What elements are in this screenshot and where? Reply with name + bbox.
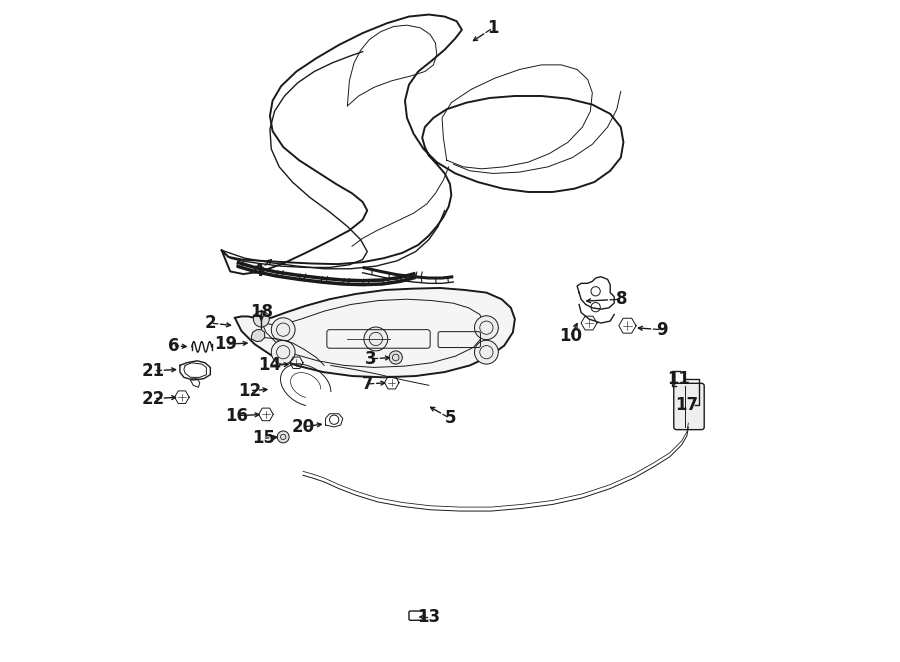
Text: 22: 22 <box>142 389 165 408</box>
Text: 20: 20 <box>292 418 315 436</box>
Circle shape <box>389 351 402 364</box>
Polygon shape <box>251 330 265 342</box>
Text: 19: 19 <box>215 335 238 354</box>
Text: 3: 3 <box>364 350 376 368</box>
Text: 1: 1 <box>487 19 499 37</box>
Text: 4: 4 <box>252 262 264 281</box>
Text: 7: 7 <box>362 375 374 393</box>
Circle shape <box>474 316 499 340</box>
Text: 6: 6 <box>167 336 179 355</box>
Text: 15: 15 <box>252 429 274 448</box>
Text: 16: 16 <box>225 406 248 425</box>
Circle shape <box>271 318 295 342</box>
Circle shape <box>277 431 289 443</box>
Circle shape <box>254 311 269 327</box>
Text: 8: 8 <box>616 290 628 308</box>
Text: 12: 12 <box>238 381 262 400</box>
FancyBboxPatch shape <box>674 383 704 430</box>
Text: 14: 14 <box>258 356 282 375</box>
Text: 13: 13 <box>418 608 440 626</box>
Text: 18: 18 <box>250 303 273 322</box>
Circle shape <box>474 340 499 364</box>
Text: 2: 2 <box>204 314 216 332</box>
Text: 9: 9 <box>656 320 668 339</box>
Text: 11: 11 <box>667 369 690 388</box>
Text: 21: 21 <box>142 361 165 380</box>
Text: 17: 17 <box>675 396 698 414</box>
Polygon shape <box>235 288 515 377</box>
Text: 10: 10 <box>559 327 582 346</box>
Circle shape <box>271 340 295 364</box>
Text: 5: 5 <box>445 409 455 428</box>
Circle shape <box>364 327 388 351</box>
